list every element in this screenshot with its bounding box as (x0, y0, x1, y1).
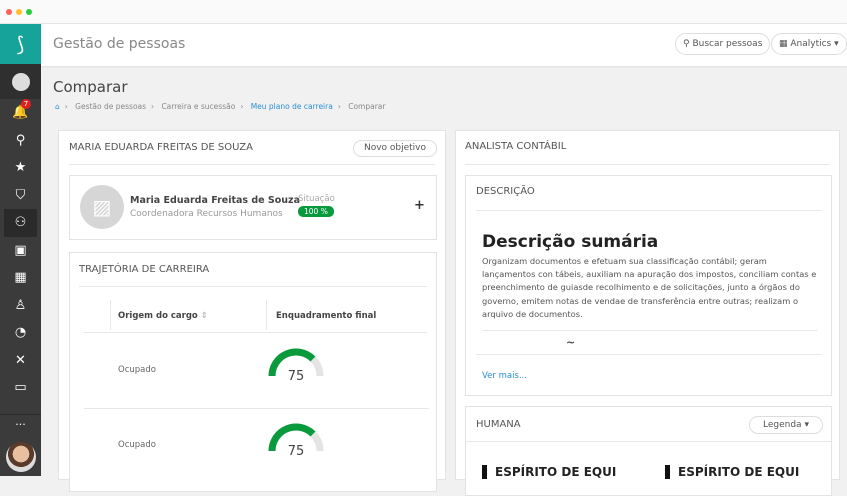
caret-down-icon: ▾ (804, 420, 809, 430)
minimize-window-button[interactable] (16, 9, 22, 15)
dashboard-icon[interactable]: ◔ (14, 325, 27, 341)
person-title: MARIA EDUARDA FREITAS DE SOUZA (69, 142, 253, 153)
caret-down-icon: ▾ (831, 39, 839, 49)
humana-title: HUMANA (476, 419, 521, 430)
more-button[interactable]: ... (0, 414, 41, 434)
person-summary: ▨ Maria Eduarda Freitas de Souza Coorden… (69, 175, 437, 240)
table-row: Ocupado 75 (70, 408, 438, 483)
description-text: Organizam documentos e efetuam sua class… (482, 256, 817, 319)
breadcrumb-item[interactable]: Carreira e sucessão (161, 102, 236, 111)
competency-item: ESPÍRITO DE EQUI (482, 465, 616, 479)
search-icon: ⚲ (683, 39, 693, 49)
sort-icon[interactable]: ⇕ (200, 311, 208, 321)
person-board-icon[interactable]: ♙ (14, 297, 27, 313)
search-people-button[interactable]: ⚲ Buscar pessoas (675, 33, 771, 55)
shield-icon[interactable]: ⛉ (15, 187, 26, 203)
home-icon[interactable]: ⌂ (55, 102, 60, 111)
table-row: Ocupado 75 (70, 333, 438, 409)
person-name: Maria Eduarda Freitas de Souza (130, 195, 300, 206)
column-header-origin[interactable]: Origem do cargo ⇕ (118, 311, 208, 321)
grid-icon[interactable]: ▦ (14, 270, 27, 286)
description-title: DESCRIÇÃO (476, 186, 535, 197)
origin-cell: Ocupado (118, 365, 156, 375)
breadcrumb-current: Comparar (348, 102, 386, 111)
briefcase-icon[interactable]: ▣ (14, 242, 27, 258)
close-window-button[interactable] (6, 9, 12, 15)
logo[interactable]: ⟆ (0, 24, 41, 64)
description-heading: Descrição sumária (482, 232, 659, 252)
star-icon[interactable]: ★ (14, 160, 27, 176)
grid-icon: ▦ (779, 39, 791, 49)
image-placeholder-icon: ▨ (80, 185, 124, 229)
page-title: Comparar (53, 78, 128, 96)
gauge-fill (268, 348, 316, 377)
user-avatar[interactable] (0, 64, 41, 99)
breadcrumb-item[interactable]: Meu plano de carreira (250, 102, 333, 111)
breadcrumb-item[interactable]: Gestão de pessoas (75, 102, 147, 111)
role-title: ANALISTA CONTÁBIL (465, 141, 567, 152)
maximize-window-button[interactable] (26, 9, 32, 15)
status-badge: 100 % (298, 206, 334, 217)
trajectory-title: TRAJETÓRIA DE CARREIRA (79, 264, 210, 275)
analytics-button[interactable]: ▦ Analytics ▾ (771, 33, 847, 55)
x-icon[interactable]: ✕ (15, 352, 26, 368)
score-gauge (268, 348, 324, 377)
column-header-final: Enquadramento final (276, 311, 377, 321)
description-panel: DESCRIÇÃO Descrição sumária Organizam do… (465, 175, 832, 396)
person-card: MARIA EDUARDA FREITAS DE SOUZA Novo obje… (58, 130, 446, 492)
legend-dropdown[interactable]: Legenda ▾ (749, 416, 823, 434)
humana-panel: HUMANA Legenda ▾ ESPÍRITO DE EQUI ESPÍRI… (465, 406, 832, 496)
monitor-icon[interactable]: ▭ (14, 380, 27, 396)
person-role: Coordenadora Recursos Humanos (130, 209, 283, 219)
role-card: ANALISTA CONTÁBIL DESCRIÇÃO Descrição su… (455, 130, 840, 496)
new-goal-button[interactable]: Novo objetivo (353, 140, 437, 157)
header: Gestão de pessoas ⚲ Buscar pessoas ▦ Ana… (41, 24, 847, 66)
score-gauge (268, 423, 324, 452)
window-titlebar (0, 0, 847, 24)
notification-badge: 7 (21, 99, 31, 109)
score-value: 75 (287, 444, 305, 459)
people-icon[interactable]: ⚇ (4, 209, 37, 237)
competency-item: ESPÍRITO DE EQUI (665, 465, 799, 479)
add-button[interactable]: + (414, 198, 425, 213)
score-value: 75 (287, 369, 305, 384)
status-label: Situação (298, 194, 335, 204)
bell-icon[interactable]: 🔔 7 (0, 99, 41, 127)
career-trajectory: TRAJETÓRIA DE CARREIRA Origem do cargo ⇕… (69, 252, 437, 492)
search-icon[interactable]: ⚲ (15, 132, 26, 148)
sidebar: ⟆ 🔔 7 ⚲ ★ ⛉ ⚇ ▣ ▦ ♙ ◔ ✕ ▭ ... (0, 24, 41, 476)
gauge-fill (268, 423, 316, 452)
origin-cell: Ocupado (118, 440, 156, 450)
support-avatar[interactable] (6, 442, 36, 472)
breadcrumb: ⌂ › Gestão de pessoas › Carreira e sucessã… (55, 102, 386, 111)
app-title: Gestão de pessoas (53, 36, 186, 52)
see-more-link[interactable]: Ver mais... (482, 371, 527, 381)
collapse-toggle[interactable]: ~ (566, 336, 576, 349)
